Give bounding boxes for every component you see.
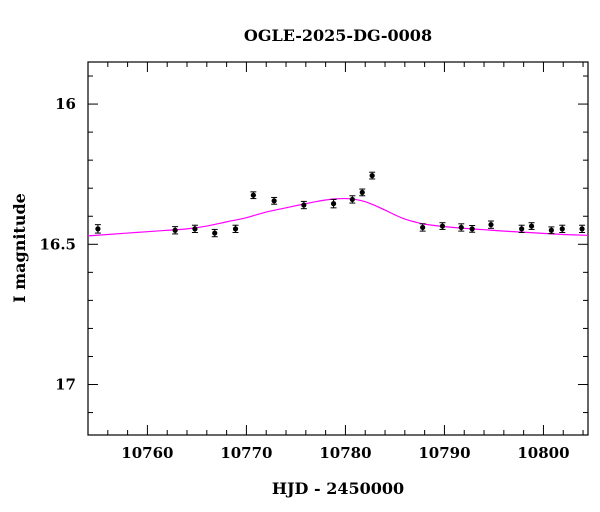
data-point-marker xyxy=(519,226,525,232)
x-tick-label: 10760 xyxy=(121,444,173,462)
data-point-marker xyxy=(469,226,475,232)
x-tick-label: 10800 xyxy=(517,444,569,462)
y-axis-ticks: 16 16.5 17 xyxy=(39,75,588,414)
data-point xyxy=(579,224,586,234)
data-point xyxy=(469,225,476,233)
data-point xyxy=(528,222,535,230)
x-axis-label: HJD - 2450000 xyxy=(272,479,404,498)
data-point-marker xyxy=(528,223,535,229)
data-point-marker xyxy=(559,226,565,232)
data-point-marker xyxy=(271,198,277,204)
data-point xyxy=(359,188,366,197)
data-point xyxy=(548,226,555,235)
data-point xyxy=(419,223,426,232)
data-point-marker xyxy=(349,196,355,203)
data-point xyxy=(349,195,356,204)
data-point-marker xyxy=(172,227,178,233)
data-point-marker xyxy=(95,226,101,232)
data-point-marker xyxy=(232,226,239,232)
data-point xyxy=(271,196,278,205)
data-point-marker xyxy=(548,227,554,233)
data-point-marker xyxy=(330,201,337,207)
data-point-marker xyxy=(488,222,494,228)
data-point xyxy=(191,224,198,234)
data-point xyxy=(487,220,494,229)
data-point-marker xyxy=(250,192,256,198)
data-point-marker xyxy=(439,223,446,229)
x-tick-label: 10780 xyxy=(319,444,371,462)
x-tick-label: 10770 xyxy=(220,444,272,462)
data-point xyxy=(369,171,376,180)
data-point-marker xyxy=(458,224,464,231)
x-tick-label: 10790 xyxy=(418,444,470,462)
y-tick-label: 16.5 xyxy=(39,235,76,253)
data-point xyxy=(330,198,337,209)
data-point xyxy=(458,223,465,232)
data-point xyxy=(250,191,257,200)
data-point xyxy=(94,224,101,234)
data-point-marker xyxy=(301,202,307,208)
chart-title: OGLE-2025-DG-0008 xyxy=(244,26,432,45)
model-curve xyxy=(87,197,589,237)
data-point xyxy=(518,224,525,234)
data-point-marker xyxy=(359,189,365,196)
data-point xyxy=(559,224,566,234)
data-point-marker xyxy=(192,226,198,232)
y-axis-label: I magnitude xyxy=(10,193,29,303)
data-point-marker xyxy=(420,224,426,231)
data-point xyxy=(439,222,446,230)
data-points-layer xyxy=(94,171,586,238)
data-point-marker xyxy=(212,230,218,236)
data-point xyxy=(300,200,307,210)
y-tick-label: 17 xyxy=(55,376,76,394)
model-curve-layer xyxy=(87,197,589,237)
data-point xyxy=(232,224,239,234)
plot-frame xyxy=(87,61,589,436)
data-point-marker xyxy=(579,226,585,232)
plot-area xyxy=(87,61,589,436)
data-point xyxy=(172,226,179,235)
data-point xyxy=(211,228,218,238)
y-tick-label: 16 xyxy=(55,95,76,113)
x-axis-ticks: 10760 10770 10780 10790 10800 xyxy=(87,62,584,462)
data-point-marker xyxy=(369,172,375,179)
